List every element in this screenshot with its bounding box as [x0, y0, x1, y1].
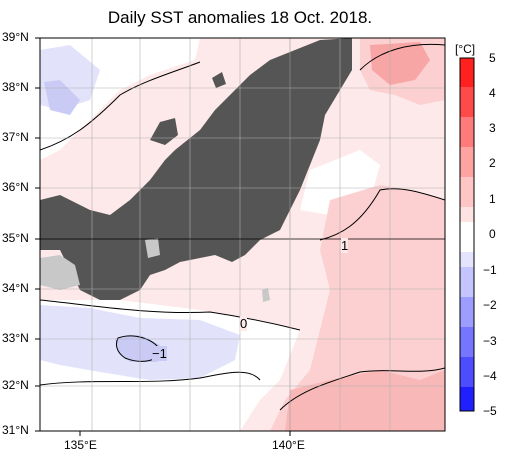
contour-label-0: 0 [240, 316, 248, 331]
land-awaji [145, 238, 160, 258]
contour-label-1: 1 [341, 238, 349, 253]
land-sado-island [212, 72, 226, 88]
cool-anomaly-south-core [115, 335, 160, 362]
warm-anomaly-east [270, 185, 445, 431]
figure-title: Daily SST anomalies 18 Oct. 2018. [107, 8, 373, 27]
colorbar-tick-neg1: −1 [483, 263, 497, 277]
lat-label-39n: 39°N [2, 30, 29, 44]
colorbar-tick-neg2: −2 [483, 298, 497, 312]
colorbar [459, 57, 475, 412]
land-shikoku [40, 255, 80, 290]
colorbar-tick-neg4: −4 [483, 369, 497, 383]
lat-label-32n: 32°N [2, 378, 29, 392]
colorbar-tick-neg5: −5 [483, 404, 497, 418]
graticule [40, 38, 445, 431]
colorbar-tick-2: 2 [489, 156, 496, 170]
lat-label-33n: 33°N [2, 331, 29, 345]
lat-label-37n: 37°N [2, 130, 29, 144]
lat-label-36n: 36°N [2, 180, 29, 194]
colorbar-tick-3: 3 [489, 121, 496, 135]
lon-label-140e: 140°E [272, 438, 305, 452]
map-frame [39, 37, 446, 432]
contour-line-0-north [40, 61, 201, 151]
contour-line-0-south [40, 299, 301, 331]
warm-anomaly-southeast [285, 370, 445, 431]
colorbar-tick-neg3: −3 [483, 334, 497, 348]
colorbar-unit: [°C] [455, 42, 476, 56]
lat-label-35n: 35°N [2, 231, 29, 245]
contour-line-1-south [279, 367, 445, 411]
contour-label-minus1: −1 [152, 346, 167, 361]
colorbar-tick-5: 5 [489, 51, 496, 65]
colorbar-tick-4: 4 [489, 86, 496, 100]
contour-line-northeast [359, 43, 445, 71]
contour-line-minus1 [116, 335, 161, 362]
land-izu-islands [262, 288, 270, 302]
contour-line-south-boundary [40, 371, 261, 386]
lat-label-34n: 34°N [2, 281, 29, 295]
lat-label-38n: 38°N [2, 80, 29, 94]
cool-anomaly-north-core [44, 80, 80, 115]
contour-line-1-east [319, 188, 445, 241]
colorbar-tick-0: 0 [489, 227, 496, 241]
lon-label-135e: 135°E [64, 438, 97, 452]
colorbar-tick-1: 1 [489, 192, 496, 206]
land-honshu [40, 38, 352, 300]
lat-label-31n: 31°N [2, 423, 29, 437]
